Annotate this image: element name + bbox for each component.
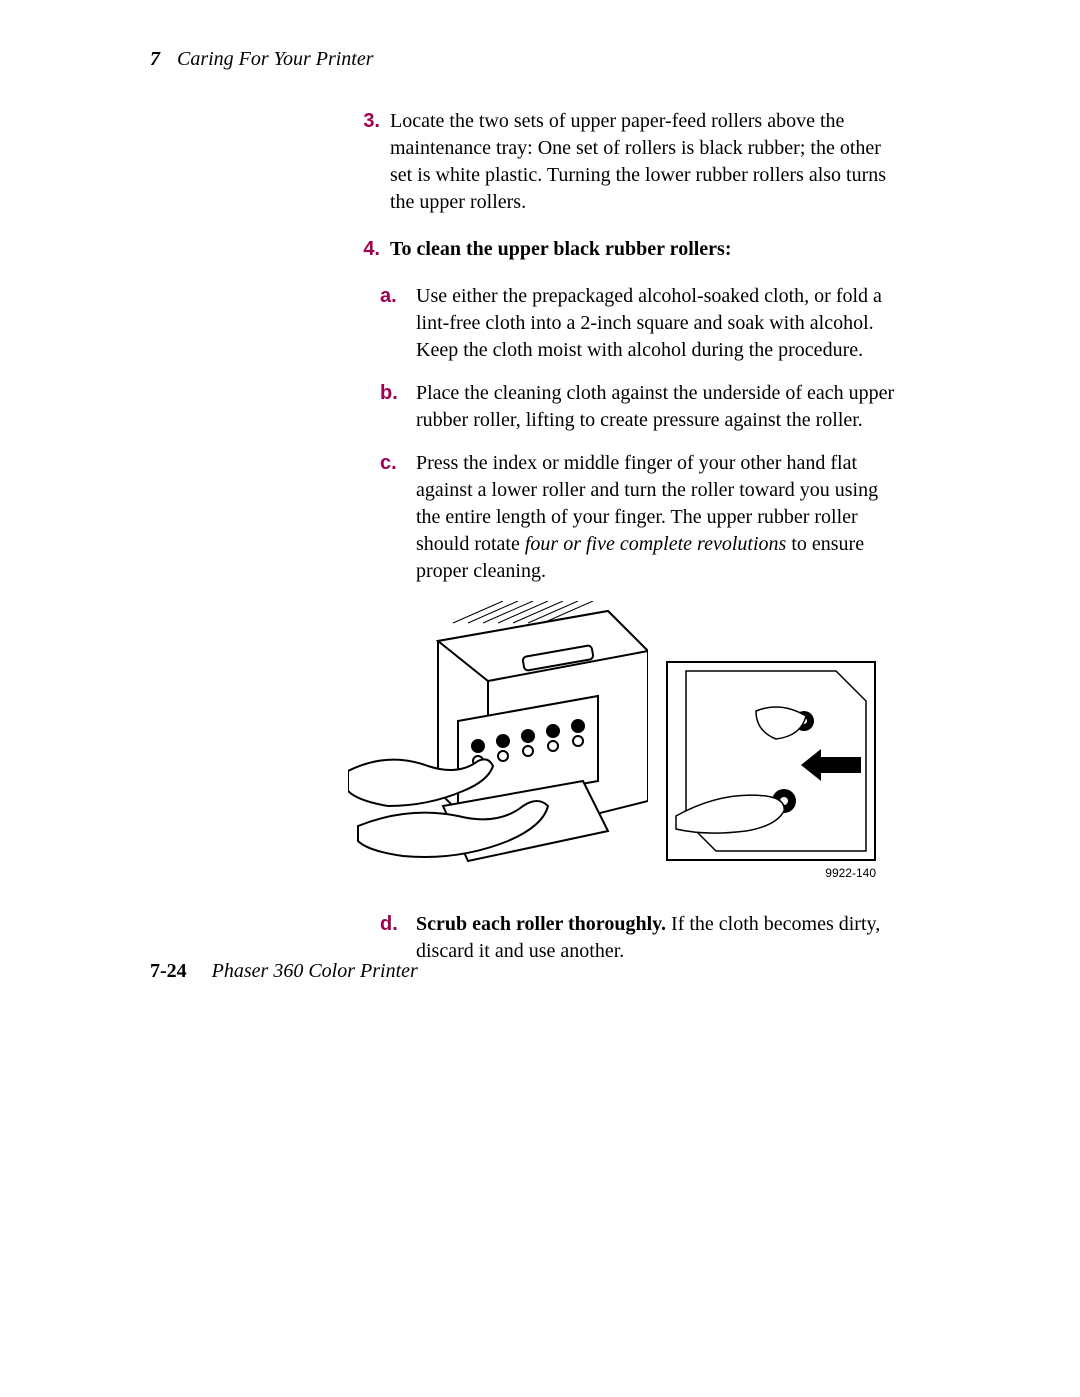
figure-region: 9922-140: [348, 601, 898, 891]
substep-a: a. Use either the prepackaged alcohol-so…: [380, 283, 898, 364]
substep-b: b. Place the cleaning cloth against the …: [380, 380, 898, 434]
figure-main: [348, 601, 648, 891]
chapter-number: 7: [150, 48, 160, 70]
printer-illustration-icon: [348, 601, 648, 891]
substep-marker: a.: [380, 283, 416, 364]
substep-marker: b.: [380, 380, 416, 434]
document-page: 7 Caring For Your Printer 3. Locate the …: [0, 0, 1080, 1397]
substep-d-bold: Scrub each roller thoroughly.: [416, 913, 666, 935]
substep-c-em: four or five complete revolutions: [525, 533, 786, 555]
step-4: 4. To clean the upper black rubber rolle…: [348, 236, 898, 263]
substep-body: Scrub each roller thoroughly. If the clo…: [416, 911, 898, 965]
main-content: 3. Locate the two sets of upper paper-fe…: [348, 108, 898, 981]
substep-d: d. Scrub each roller thoroughly. If the …: [380, 911, 898, 965]
page-footer: 7-24 Phaser 360 Color Printer: [150, 960, 418, 983]
substep-body: Press the index or middle finger of your…: [416, 450, 898, 585]
substep-marker: c.: [380, 450, 416, 585]
step-body: To clean the upper black rubber rollers:: [390, 236, 898, 263]
page-number: 7-24: [150, 960, 187, 982]
step-3: 3. Locate the two sets of upper paper-fe…: [348, 108, 898, 216]
step-marker: 4.: [348, 236, 390, 263]
substep-body: Use either the prepackaged alcohol-soake…: [416, 283, 898, 364]
substep-marker: d.: [380, 911, 416, 965]
figure-caption: 9922-140: [666, 865, 876, 881]
substep-body: Place the cleaning cloth against the und…: [416, 380, 898, 434]
running-header: 7 Caring For Your Printer: [150, 48, 930, 71]
roller-closeup-icon: [666, 661, 876, 861]
figure-inset-wrapper: 9922-140: [666, 601, 876, 881]
substep-c: c. Press the index or middle finger of y…: [380, 450, 898, 585]
printer-model: Phaser 360 Color Printer: [212, 960, 418, 982]
chapter-title: Caring For Your Printer: [177, 48, 374, 70]
step-body: Locate the two sets of upper paper-feed …: [390, 108, 898, 216]
step-marker: 3.: [348, 108, 390, 216]
